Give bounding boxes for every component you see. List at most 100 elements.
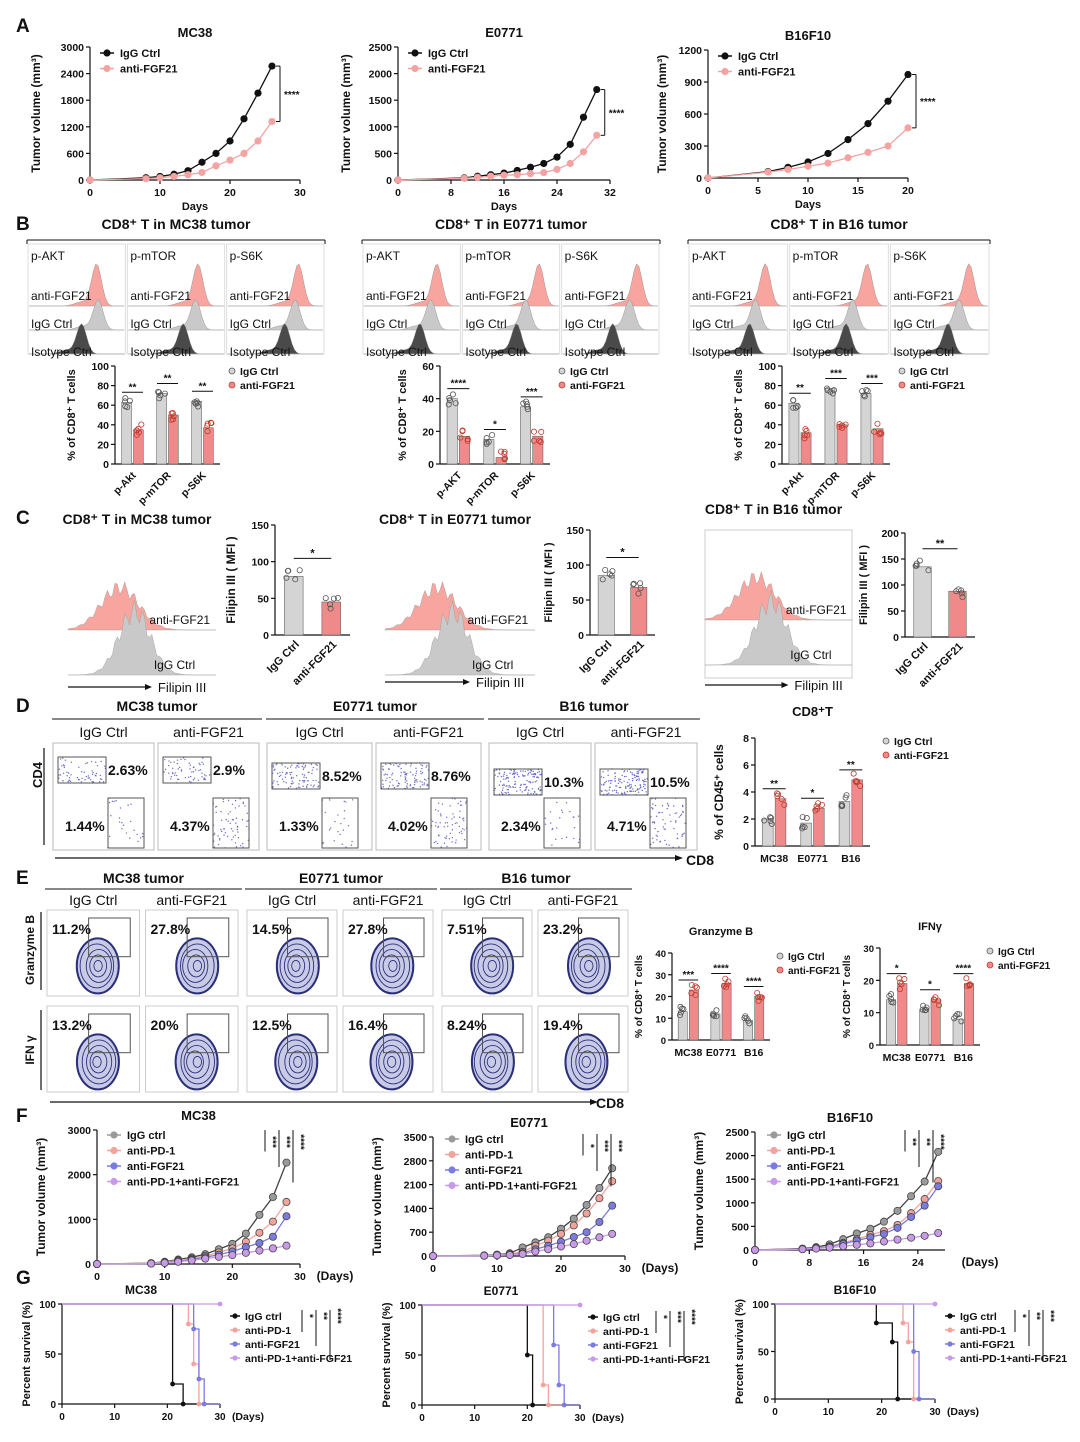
gzmb-percentage: 7.51%	[447, 921, 487, 937]
event-dot	[297, 786, 300, 788]
event-dot	[643, 783, 645, 785]
group-title: CD8⁺ T in MC38 tumor	[102, 216, 252, 232]
event-dot	[316, 764, 318, 766]
cd8-gate	[107, 797, 145, 849]
replicate-point	[964, 982, 971, 989]
event-dot	[404, 777, 407, 780]
event-dot	[231, 839, 233, 841]
event-dot	[197, 779, 200, 781]
event-dot	[70, 774, 72, 776]
group-title: CD8⁺ T in MC38 tumor	[63, 511, 213, 527]
significance-label: **	[936, 538, 945, 550]
data-point	[201, 1254, 210, 1263]
event-dot	[533, 790, 536, 793]
event-dot	[636, 775, 638, 778]
bar	[838, 801, 851, 847]
bar	[872, 428, 884, 465]
event-dot	[682, 805, 684, 808]
event-dot	[652, 837, 654, 839]
marker-label: p-AKT	[692, 249, 727, 263]
igg-label: IgG Ctrl	[790, 648, 831, 662]
legend-marker	[232, 1341, 238, 1347]
marker-label: p-mTOR	[465, 249, 511, 263]
data-point	[879, 1229, 888, 1238]
replicate-point	[768, 820, 775, 827]
event-dot	[454, 798, 456, 800]
event-dot	[652, 841, 655, 844]
data-point	[582, 1201, 591, 1210]
event-dot	[231, 803, 234, 806]
row-label: Isotype Ctrl	[130, 345, 191, 359]
legend-label: anti-PD-1+anti-FGF21	[960, 1353, 1067, 1365]
event-dot	[425, 779, 427, 781]
event-dot	[67, 780, 69, 783]
event-dot	[192, 766, 195, 769]
replicate-point	[778, 796, 785, 803]
legend-marker	[947, 1327, 953, 1333]
event-dot	[520, 770, 522, 772]
significance-label: **	[770, 779, 778, 790]
replicate-point	[815, 800, 822, 807]
bar	[952, 1018, 963, 1046]
event-dot	[87, 775, 90, 777]
replicate-point	[524, 403, 531, 410]
event-dot	[652, 803, 654, 805]
y-tick-label: 3500	[404, 1132, 428, 1144]
event-dot	[217, 843, 220, 846]
event-dot	[451, 829, 454, 831]
event-dot	[510, 786, 512, 788]
contour-ring	[479, 1044, 506, 1079]
significance-label: **	[907, 1138, 918, 1146]
legend-label: IgG Ctrl	[910, 366, 949, 378]
replicate-point	[688, 981, 695, 988]
event-dot	[451, 837, 454, 839]
category-label: p-S6K	[848, 469, 878, 499]
arrow-icon	[144, 684, 152, 690]
event-dot	[193, 777, 196, 779]
event-dot	[519, 789, 521, 791]
row-label: IgG Ctrl	[366, 317, 407, 331]
x-tick-label: 20	[555, 1263, 567, 1275]
legend-label: IgG Ctrl	[570, 366, 609, 378]
event-dot	[506, 774, 508, 777]
event-dot	[628, 785, 630, 787]
marker-label: p-AKT	[366, 249, 401, 263]
event-dot	[246, 812, 248, 815]
event-dot	[501, 793, 503, 795]
row-label: Isotype Ctrl	[565, 345, 626, 359]
event-dot	[676, 837, 678, 840]
event-dot	[645, 791, 647, 793]
event-dot	[60, 758, 62, 760]
y-tick-label: 0	[85, 1259, 91, 1271]
legend-label: anti-FGF21	[787, 1161, 844, 1173]
event-dot	[420, 764, 422, 766]
bar	[630, 587, 648, 636]
event-dot	[102, 781, 105, 783]
y-tick-label: 30	[655, 971, 666, 982]
contour-ring	[570, 943, 606, 989]
event-dot	[634, 790, 637, 793]
cd4-percentage: 10.3%	[544, 774, 584, 790]
data-point	[864, 148, 872, 156]
event-dot	[615, 785, 617, 787]
category-label: B16	[744, 1047, 763, 1059]
event-dot	[381, 779, 384, 781]
x-axis-label: Filipin III	[794, 678, 842, 693]
event-dot	[434, 825, 437, 827]
row-label: Isotype Ctrl	[692, 345, 753, 359]
event-dot	[638, 769, 640, 772]
significance-label: ***	[526, 387, 538, 398]
replicate-point	[896, 975, 903, 982]
data-point	[147, 1259, 156, 1268]
data-point	[156, 174, 164, 182]
event-dot	[136, 833, 138, 836]
y-tick-label: 20	[422, 426, 434, 438]
event-dot	[303, 781, 305, 783]
data-point	[582, 1228, 591, 1237]
replicate-point	[449, 391, 456, 398]
event-dot	[634, 784, 636, 787]
event-dot	[652, 821, 654, 823]
event-dot	[670, 820, 672, 823]
x-tick-label: 0	[752, 1257, 758, 1269]
replicate-point	[916, 557, 923, 564]
